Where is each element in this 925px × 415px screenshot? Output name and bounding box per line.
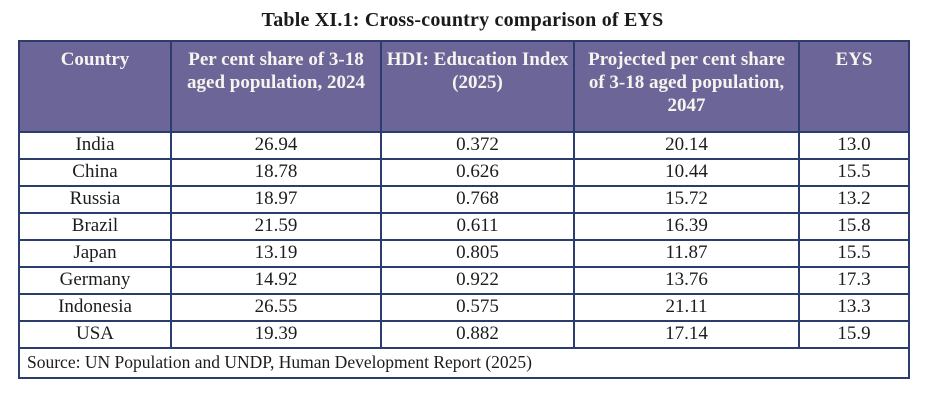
column-header-eys: EYS bbox=[798, 40, 910, 133]
cell-country: Brazil bbox=[18, 212, 172, 241]
cell-share-2024: 14.92 bbox=[170, 266, 382, 295]
table-row: Brazil 21.59 0.611 16.39 15.8 bbox=[18, 212, 910, 241]
cell-country: Japan bbox=[18, 239, 172, 268]
table-row: Germany 14.92 0.922 13.76 17.3 bbox=[18, 266, 910, 295]
cell-eys: 13.3 bbox=[798, 293, 910, 322]
cell-hdi: 0.805 bbox=[380, 239, 575, 268]
cell-hdi: 0.372 bbox=[380, 131, 575, 160]
cell-country: Indonesia bbox=[18, 293, 172, 322]
cell-eys: 17.3 bbox=[798, 266, 910, 295]
cell-share-2024: 26.94 bbox=[170, 131, 382, 160]
data-table: Country Per cent share of 3-18 aged popu… bbox=[18, 40, 910, 379]
cell-country: Russia bbox=[18, 185, 172, 214]
cell-eys: 13.2 bbox=[798, 185, 910, 214]
cell-share-2024: 19.39 bbox=[170, 320, 382, 349]
column-header-share-2024: Per cent share of 3-18 aged population, … bbox=[170, 40, 382, 133]
cell-eys: 15.5 bbox=[798, 239, 910, 268]
cell-country: Germany bbox=[18, 266, 172, 295]
cell-share-2024: 21.59 bbox=[170, 212, 382, 241]
cell-share-2047: 16.39 bbox=[573, 212, 800, 241]
cell-share-2047: 17.14 bbox=[573, 320, 800, 349]
table-row: Japan 13.19 0.805 11.87 15.5 bbox=[18, 239, 910, 268]
cell-hdi: 0.922 bbox=[380, 266, 575, 295]
table-row: Indonesia 26.55 0.575 21.11 13.3 bbox=[18, 293, 910, 322]
column-header-hdi: HDI: Education Index (2025) bbox=[380, 40, 575, 133]
cell-hdi: 0.882 bbox=[380, 320, 575, 349]
cell-eys: 15.8 bbox=[798, 212, 910, 241]
cell-share-2047: 20.14 bbox=[573, 131, 800, 160]
cell-hdi: 0.575 bbox=[380, 293, 575, 322]
cell-eys: 15.9 bbox=[798, 320, 910, 349]
cell-eys: 15.5 bbox=[798, 158, 910, 187]
table-row: India 26.94 0.372 20.14 13.0 bbox=[18, 131, 910, 160]
cell-share-2047: 13.76 bbox=[573, 266, 800, 295]
cell-share-2047: 21.11 bbox=[573, 293, 800, 322]
cell-country: India bbox=[18, 131, 172, 160]
source-note: Source: UN Population and UNDP, Human De… bbox=[18, 347, 910, 379]
cell-hdi: 0.611 bbox=[380, 212, 575, 241]
cell-share-2047: 10.44 bbox=[573, 158, 800, 187]
header-row: Country Per cent share of 3-18 aged popu… bbox=[18, 40, 910, 133]
cell-share-2047: 15.72 bbox=[573, 185, 800, 214]
cell-share-2024: 18.78 bbox=[170, 158, 382, 187]
cell-share-2024: 13.19 bbox=[170, 239, 382, 268]
cell-share-2024: 26.55 bbox=[170, 293, 382, 322]
table-row: China 18.78 0.626 10.44 15.5 bbox=[18, 158, 910, 187]
cell-eys: 13.0 bbox=[798, 131, 910, 160]
cell-share-2024: 18.97 bbox=[170, 185, 382, 214]
column-header-country: Country bbox=[18, 40, 172, 133]
table-row: Russia 18.97 0.768 15.72 13.2 bbox=[18, 185, 910, 214]
cell-country: USA bbox=[18, 320, 172, 349]
column-header-share-2047: Projected per cent share of 3-18 aged po… bbox=[573, 40, 800, 133]
cell-hdi: 0.626 bbox=[380, 158, 575, 187]
table-row: USA 19.39 0.882 17.14 15.9 bbox=[18, 320, 910, 349]
cell-hdi: 0.768 bbox=[380, 185, 575, 214]
source-row: Source: UN Population and UNDP, Human De… bbox=[18, 347, 910, 379]
cell-country: China bbox=[18, 158, 172, 187]
cell-share-2047: 11.87 bbox=[573, 239, 800, 268]
table-title: Table XI.1: Cross-country comparison of … bbox=[261, 9, 664, 31]
